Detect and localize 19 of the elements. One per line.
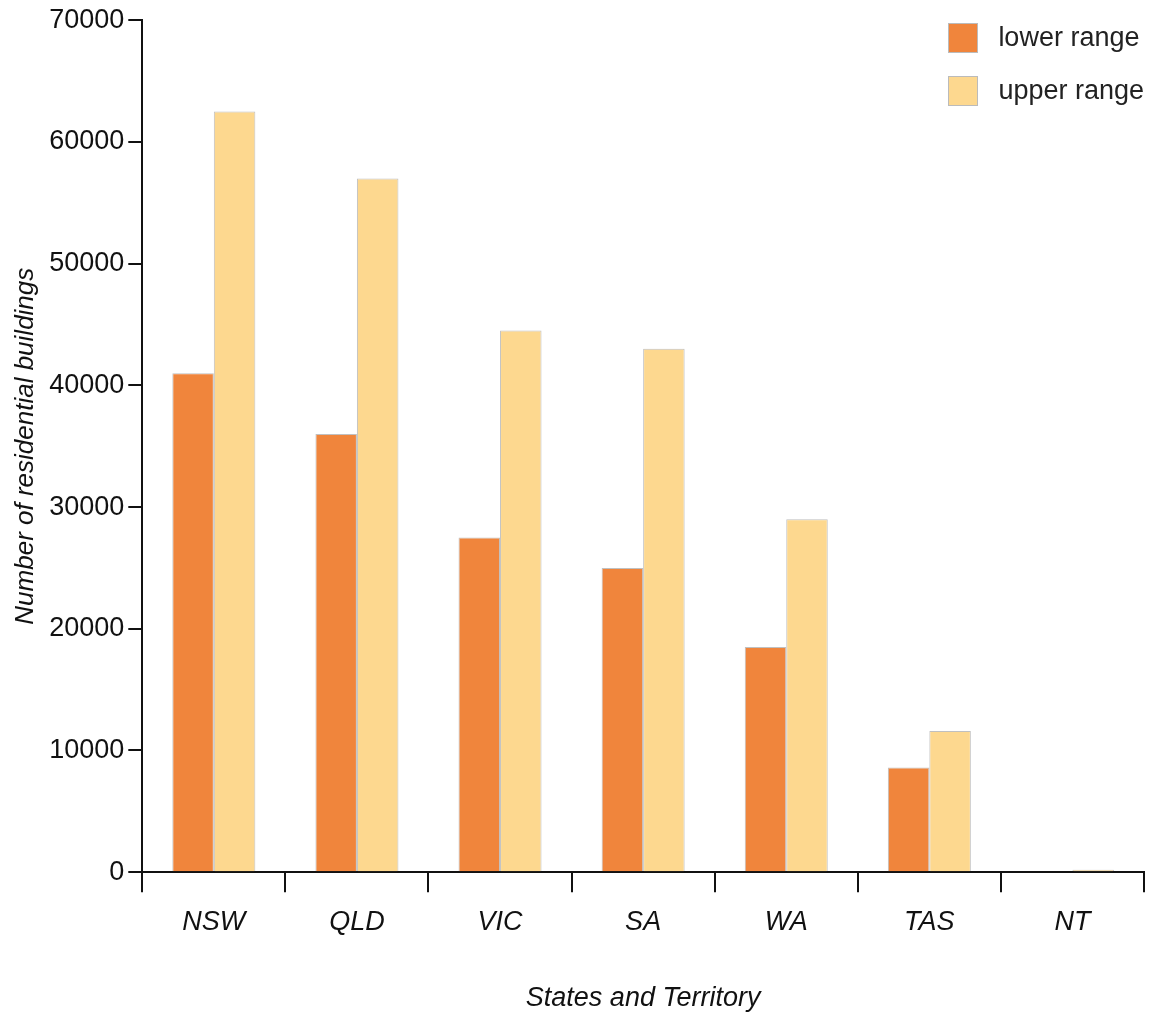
y-tick-label: 50000 [49,247,125,278]
y-tick-label: 40000 [49,368,125,399]
x-axis-title: States and Territory [525,982,762,1013]
x-tick-label: SA [625,905,662,936]
y-tick-label: 30000 [49,490,125,521]
legend-label: upper range [998,75,1144,106]
legend-label: lower range [998,22,1140,53]
x-tick-label: WA [764,905,808,936]
y-tick-label: 20000 [49,612,125,643]
x-tick-label: TAS [904,905,955,936]
y-tick-label: 0 [109,855,125,886]
x-tick-label: NSW [182,905,248,936]
y-tick-label: 70000 [49,3,125,34]
y-tick-label: 10000 [49,733,125,764]
y-tick-label: 60000 [49,125,125,156]
x-tick-label: QLD [329,905,385,936]
x-tick-label: NT [1054,905,1093,936]
y-axis-title: Number of residential buildings [8,267,39,625]
x-tick-label: VIC [477,905,524,936]
